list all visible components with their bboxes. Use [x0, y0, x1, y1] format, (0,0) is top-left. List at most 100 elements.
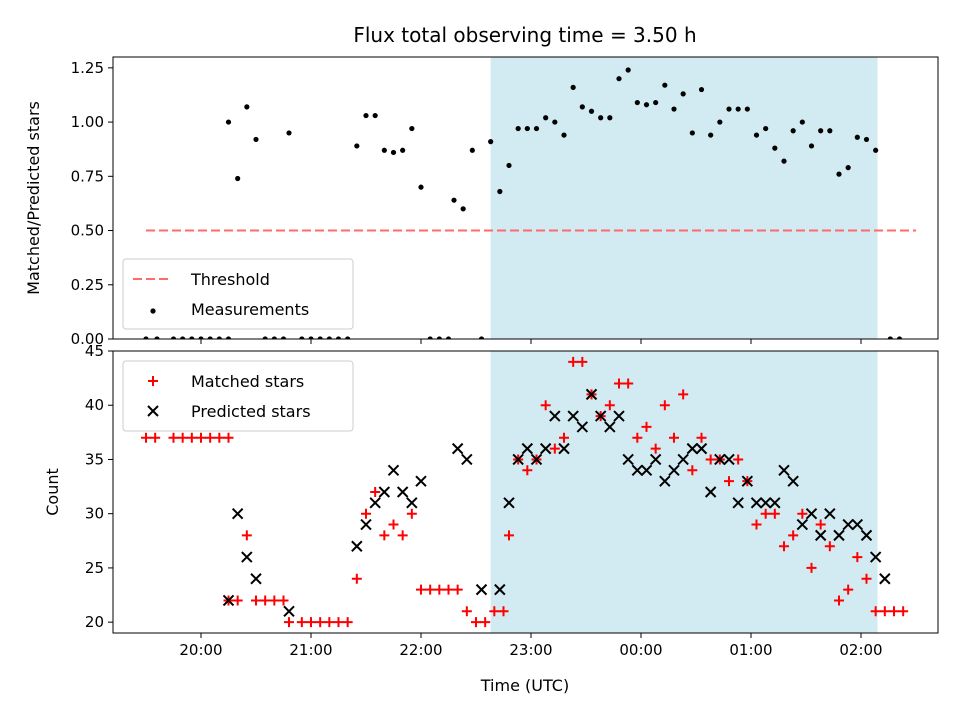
predicted-star-point: [778, 464, 790, 477]
predicted-star-point: [750, 497, 763, 509]
measurement-point: [216, 336, 222, 339]
predicted-star-point: [494, 583, 506, 596]
measurement-point: [671, 106, 677, 112]
predicted-star-point: [879, 573, 891, 585]
predicted-star-point: [549, 410, 561, 422]
measurement-point: [427, 336, 433, 339]
predicted-star-point: [686, 442, 699, 455]
measurement-point: [543, 115, 549, 121]
axes-frame: [112, 56, 939, 340]
y-tick-label: 35: [85, 450, 104, 468]
predicted-star-point: [360, 518, 372, 531]
measurement-point: [286, 130, 292, 136]
predicted-star-point: [415, 475, 427, 487]
predicted-star-point: [860, 529, 873, 542]
predicted-star-point: [769, 497, 781, 509]
measurement-point: [198, 336, 204, 339]
measurement-point: [643, 102, 650, 108]
measurement-point: [744, 106, 750, 112]
matched-star-point: [443, 584, 454, 595]
matched-star-point: [186, 432, 197, 443]
matched-star-point: [278, 595, 289, 606]
measurement-point: [381, 147, 387, 153]
predicted-star-point: [241, 551, 253, 563]
matched-star-point: [779, 541, 789, 552]
matched-star-point: [214, 432, 225, 443]
measurement-point: [863, 136, 870, 143]
matched-star-point: [388, 519, 399, 530]
measurement-point: [445, 336, 452, 339]
predicted-star-point: [759, 497, 772, 509]
measurement-point: [726, 106, 732, 112]
axes-frame: [112, 350, 939, 634]
predicted-star-point: [668, 464, 680, 477]
predicted-star-point: [695, 442, 708, 455]
predicted-star-point: [558, 442, 570, 455]
matched-star-point: [843, 584, 854, 595]
measurement-point: [717, 119, 723, 125]
matched-star-point: [522, 465, 533, 476]
measurement-point: [418, 184, 424, 190]
measurement-point: [524, 125, 530, 132]
predicted-star-point: [805, 507, 818, 520]
y-tick-label: 40: [85, 396, 104, 414]
measurement-point: [478, 336, 485, 339]
measurement-point: [588, 108, 595, 114]
measurement-point: [308, 336, 314, 339]
matched-star-point: [425, 584, 436, 595]
measurement-point: [763, 125, 769, 132]
top-panel-ratio: 0.00 0.25 0.50 0.75 1.00 1.25 Matched/Predicte…: [24, 56, 939, 348]
matched-star-point: [889, 606, 899, 617]
measurement-point: [689, 130, 695, 136]
measurement-point: [515, 125, 521, 132]
predicted-star-point: [576, 421, 589, 433]
y-axis-label: Matched/Predicted stars: [24, 101, 43, 295]
matched-star-point: [333, 617, 344, 628]
predicted-star-point: [704, 486, 717, 498]
matched-star-point: [806, 562, 817, 573]
measurement-point: [579, 104, 585, 110]
matched-star-point: [351, 573, 362, 584]
predicted-star-point: [406, 497, 418, 509]
predicted-star-point: [387, 464, 400, 477]
predicted-star-point: [631, 464, 644, 477]
matched-star-point: [434, 584, 445, 595]
matched-star-point: [852, 552, 863, 563]
legend-entry-label: Predicted stars: [191, 402, 311, 421]
matched-star-point: [788, 530, 799, 541]
predicted-star-point: [530, 453, 543, 466]
predicted-star-point: [351, 540, 363, 552]
predicted-star-point: [677, 453, 689, 466]
measurement-point: [345, 336, 351, 339]
predicted-star-point: [851, 518, 864, 531]
matched-star-point: [241, 530, 252, 541]
measurement-point: [799, 119, 805, 125]
matched-star-point: [733, 454, 744, 465]
y-tick-label: 25: [85, 559, 104, 577]
predicted-star-point: [604, 421, 616, 433]
predicted-star-point: [796, 518, 809, 531]
measurement-point: [225, 119, 232, 125]
matched-star-point: [604, 400, 615, 411]
measurement-point: [845, 165, 851, 171]
measurement-point: [827, 128, 833, 134]
measurement-point: [818, 128, 824, 134]
predicted-star-point: [231, 507, 244, 520]
x-tick-label: 23:00: [509, 641, 552, 659]
measurement-point: [409, 125, 415, 132]
predicted-star-point: [222, 594, 235, 607]
legend-entry-label: Measurements: [191, 300, 309, 319]
matched-star-point: [815, 519, 826, 530]
legend-entry-label: Matched stars: [191, 372, 304, 391]
matched-star-point: [870, 606, 881, 617]
matched-star-point: [223, 432, 234, 443]
measurement-point: [896, 336, 903, 339]
measurement-point: [400, 147, 406, 153]
x-tick-label: 21:00: [289, 641, 332, 659]
measurement-point: [460, 206, 466, 212]
measurement-point: [189, 336, 195, 339]
measurement-point: [873, 147, 879, 153]
matched-star-point: [251, 595, 261, 606]
measurement-point: [235, 175, 241, 182]
predicted-star-point: [250, 573, 262, 585]
